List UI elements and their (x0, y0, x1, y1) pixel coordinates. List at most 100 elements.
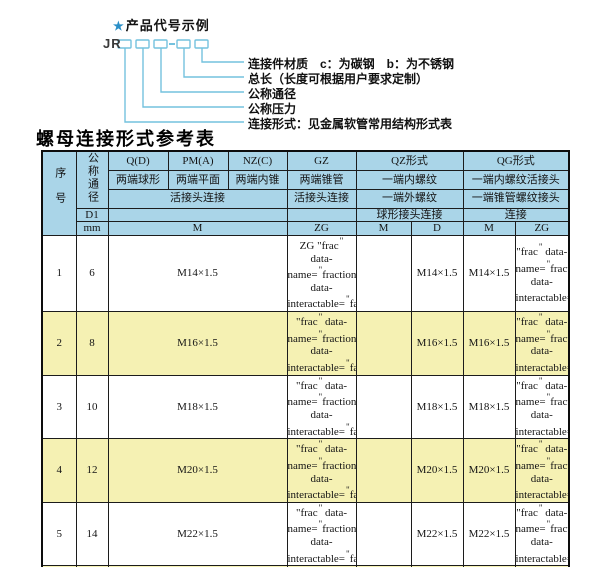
header-qz-connection: 球形接头连接 (355, 207, 464, 223)
inch-mark: " (546, 258, 551, 269)
inch-mark: " (318, 312, 323, 323)
header-type-q: Q(D) (107, 150, 169, 171)
header-zg: ZG (286, 221, 357, 236)
table-cell (355, 374, 412, 440)
header-q-desc: 两端球形 (107, 170, 169, 190)
table-cell: M18×1.5 (410, 374, 464, 440)
star-icon: ★ (113, 19, 125, 33)
inch-mark: " (538, 242, 543, 253)
header-nz-desc: 两端内锥 (227, 170, 288, 190)
table-cell: "frac" data-name="fraction" data-interac… (286, 374, 357, 440)
header-row-5: mm M ZG M D M ZG (42, 221, 570, 236)
table-cell: 6 (75, 234, 109, 313)
table-cell: 8 (75, 311, 109, 376)
table-cell: "frac" data-name="fraction" data-interac… (514, 374, 570, 440)
header-gz-desc: 两端锥管 (286, 170, 357, 190)
leader-line-connection (124, 48, 244, 123)
table-row: 310 M18×1.5 "frac" data-name="fraction" da… (41, 374, 570, 440)
header-qg-connection: 连接 (462, 207, 570, 223)
table-title: 螺母连接形式参考表 (36, 129, 216, 149)
table-cell: 12 (75, 438, 109, 503)
table-cell: M16×1.5 (410, 311, 464, 376)
inch-mark: " (318, 265, 323, 276)
inch-mark: " (295, 316, 301, 329)
inch-mark: " (318, 375, 323, 386)
leader-line-material (201, 48, 244, 63)
header-qg-desc1: 一端内螺纹活接头 (462, 170, 570, 190)
inch-mark: " (538, 439, 543, 450)
table-cell: M20×1.5 (410, 438, 464, 503)
table-cell: ZG "frac" data-name="fraction" data-inte… (286, 234, 357, 313)
header-qz-desc1: 一端内螺纹 (355, 170, 464, 190)
table-cell: 1 (41, 234, 77, 313)
header-m: M (107, 221, 288, 236)
header-seq: 序号 (41, 150, 77, 236)
header-dn: 公称通径 (75, 150, 109, 209)
header-qg-zg: ZG (514, 221, 570, 236)
table-cell (355, 438, 412, 503)
table-header: 序号 公称通径 Q(D) PM(A) NZ(C) GZ QZ形式 QG形式 两端… (41, 150, 570, 236)
diagram-title-text: 产品代号示例 (125, 18, 210, 33)
header-dn-label: 公称通径 (86, 152, 99, 204)
table-cell: 10 (75, 374, 109, 440)
inch-mark: " (317, 239, 322, 252)
header-d1: D1 (75, 207, 109, 223)
diagram-title: ★产品代号示例 (113, 15, 210, 34)
header-type-nz: NZ(C) (227, 150, 288, 171)
inch-mark: " (546, 455, 551, 466)
table-cell: M22×1.5 (410, 501, 464, 567)
table-cell: "frac" data-name="fraction" data-interac… (286, 501, 357, 567)
table-cell: M14×1.5 (107, 234, 288, 313)
table-cell: "frac" data-name="fraction" data-interac… (514, 438, 570, 503)
table-cell (355, 501, 412, 567)
inch-mark: " (516, 316, 521, 329)
table-cell: M16×1.5 (462, 311, 516, 376)
inch-mark: " (295, 379, 301, 392)
code-label-diameter: 公称通径 (248, 87, 297, 101)
inch-mark: " (346, 548, 350, 559)
header-qz-d: D (410, 221, 464, 236)
table-row: 615M24×1.5"frac" data-name="fraction" da… (41, 565, 570, 567)
inch-mark: " (295, 506, 301, 519)
inch-mark: " (318, 455, 323, 466)
inch-mark: " (546, 392, 551, 403)
inch-mark: " (538, 312, 543, 323)
header-mm: mm (75, 221, 109, 236)
table-cell: "frac" data-name="fraction" data-interac… (514, 234, 570, 313)
header-seq-label: 序号 (53, 166, 66, 217)
inch-mark: " (546, 519, 551, 530)
code-digit-boxes (117, 39, 209, 49)
table-cell: M14×1.5 (410, 234, 464, 313)
header-row-2: 两端球形 两端平面 两端内锥 两端锥管 一端内螺纹 一端内螺纹活接头 (42, 170, 570, 190)
code-box-5 (194, 39, 209, 49)
table-cell: 14 (75, 501, 109, 567)
table-cell: M20×1.5 (462, 438, 516, 503)
header-qg-m: M (462, 221, 516, 236)
table-cell: "frac" data-name="fraction" data-interac… (286, 311, 357, 376)
inch-mark: " (318, 392, 323, 403)
table-cell: M22×1.5 (107, 501, 288, 567)
inch-mark: " (346, 294, 350, 305)
header-type-qg: QG形式 (462, 150, 570, 171)
inch-mark: " (546, 328, 551, 339)
table-cell (355, 311, 412, 376)
inch-mark: " (318, 519, 323, 530)
inch-mark: " (346, 485, 350, 496)
header-pm-desc: 两端平面 (167, 170, 229, 190)
header-type-qz: QZ形式 (355, 150, 464, 171)
code-label-material: 连接件材质 c：为碳钢 b：为不锈钢 (248, 57, 455, 71)
table-cell: 3 (41, 374, 77, 440)
leader-line-pressure (142, 48, 244, 108)
header-qz-m: M (355, 221, 412, 236)
table-cell: M20×1.5 (107, 438, 288, 503)
code-leader-lines (124, 48, 244, 123)
table-cell: M14×1.5 (462, 234, 516, 313)
table-cell: "frac" data-name="fraction" data-interac… (286, 438, 357, 503)
inch-mark: " (318, 328, 323, 339)
code-label-connection: 连接形式：见金属软管常用结构形式表 (248, 117, 453, 131)
inch-mark: " (516, 506, 521, 519)
